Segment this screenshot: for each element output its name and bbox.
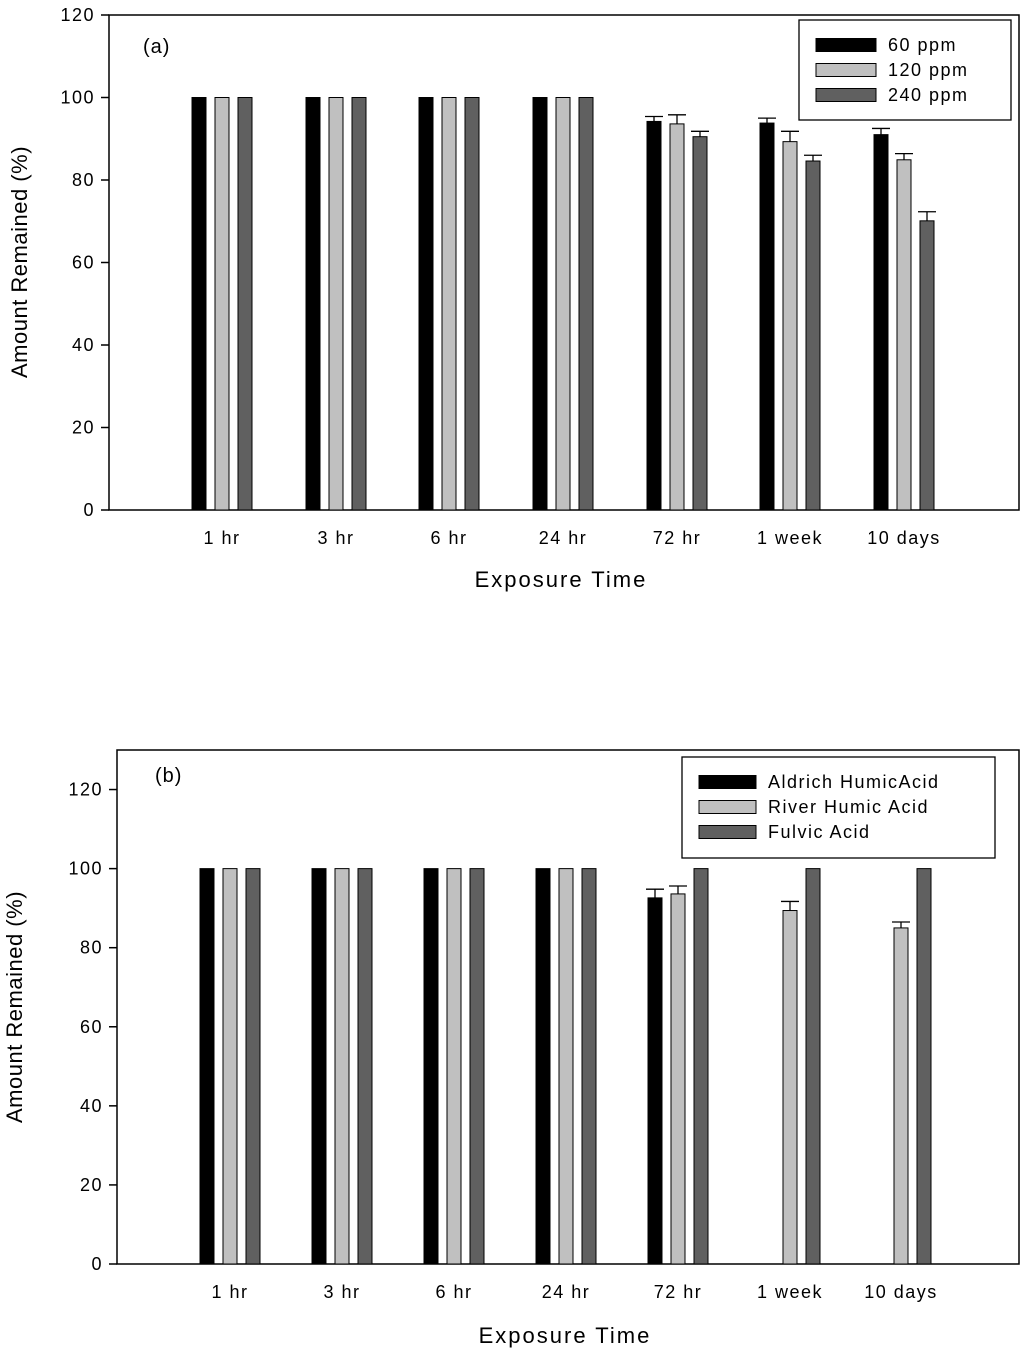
y-axis-title: Amount Remained (%) <box>7 146 32 378</box>
bar <box>446 868 462 1265</box>
y-tick-label: 120 <box>68 780 103 800</box>
legend-swatch <box>815 63 877 77</box>
bar <box>351 97 367 511</box>
bar <box>305 97 321 511</box>
legend-label: River Humic Acid <box>768 797 929 817</box>
bar <box>646 120 662 511</box>
legend-swatch <box>815 38 877 52</box>
legend-label: 120 ppm <box>888 60 969 80</box>
bar <box>222 868 238 1265</box>
y-tick-label: 80 <box>72 170 95 190</box>
bar <box>357 868 373 1265</box>
y-tick-label: 100 <box>60 88 95 108</box>
x-axis-title: Exposure Time <box>479 1323 652 1348</box>
bar <box>873 134 889 511</box>
panel-label: (b) <box>155 765 182 787</box>
x-tick-label: 10 days <box>867 528 941 548</box>
bar <box>693 868 709 1265</box>
x-tick-label: 1 hr <box>211 1282 248 1302</box>
x-tick-label: 3 hr <box>323 1282 360 1302</box>
bar <box>670 893 686 1265</box>
x-tick-label: 24 hr <box>539 528 588 548</box>
y-tick-label: 100 <box>68 859 103 879</box>
bar <box>647 897 663 1265</box>
bar <box>782 910 798 1265</box>
y-tick-label: 40 <box>80 1096 103 1116</box>
bar <box>199 868 215 1265</box>
bar <box>692 136 708 511</box>
bar <box>578 97 594 511</box>
x-tick-label: 72 hr <box>653 528 702 548</box>
y-tick-label: 40 <box>72 335 95 355</box>
x-tick-label: 1 week <box>757 1282 823 1302</box>
x-axis-title: Exposure Time <box>475 567 648 592</box>
bar <box>669 123 685 511</box>
y-tick-label: 120 <box>60 5 95 25</box>
chart-panel-b: 0 20 40 60 80 100 120 1 hr 3 hr 6 hr 24 hr 72 hr 1 w… <box>2 749 1020 1348</box>
legend-label: 60 ppm <box>888 35 957 55</box>
y-tick-label: 80 <box>80 938 103 958</box>
legend-swatch <box>698 825 757 839</box>
bar <box>418 97 434 511</box>
bar <box>558 868 574 1265</box>
x-tick-label: 3 hr <box>317 528 354 548</box>
bar <box>214 97 230 511</box>
y-axis-title: Amount Remained (%) <box>2 891 27 1123</box>
y-tick-label: 20 <box>80 1175 103 1195</box>
legend-label: Aldrich HumicAcid <box>768 772 940 792</box>
bar <box>328 97 344 511</box>
x-tick-label: 24 hr <box>542 1282 591 1302</box>
chart-panel-a: 0 20 40 60 80 100 120 1 hr 3 hr 6 hr 24 hr 72 hr 1 w… <box>7 5 1020 592</box>
bar <box>805 868 821 1265</box>
x-tick-label: 6 hr <box>430 528 467 548</box>
y-tick-label: 60 <box>72 253 95 273</box>
bar <box>916 868 932 1265</box>
legend-label: Fulvic Acid <box>768 822 871 842</box>
legend-swatch <box>815 88 877 102</box>
x-tick-label: 10 days <box>864 1282 938 1302</box>
bar <box>245 868 261 1265</box>
y-tick-label: 20 <box>72 418 95 438</box>
bar <box>555 97 571 511</box>
legend-label: 240 ppm <box>888 85 969 105</box>
bar <box>423 868 439 1265</box>
bar <box>334 868 350 1265</box>
y-tick-label: 0 <box>83 500 95 520</box>
bar <box>805 160 821 511</box>
x-tick-label: 72 hr <box>654 1282 703 1302</box>
bar <box>535 868 551 1265</box>
legend-swatch <box>698 775 757 789</box>
x-tick-label: 1 week <box>757 528 823 548</box>
x-tick-label: 1 hr <box>203 528 240 548</box>
bar <box>464 97 480 511</box>
panel-label: (a) <box>143 36 170 58</box>
legend-swatch <box>698 800 757 814</box>
bar <box>919 220 935 511</box>
bar <box>441 97 457 511</box>
bar <box>191 97 207 511</box>
bar <box>893 927 909 1265</box>
bar <box>759 122 775 511</box>
bar <box>469 868 485 1265</box>
bar <box>782 141 798 511</box>
bar <box>581 868 597 1265</box>
bar <box>311 868 327 1265</box>
bar <box>896 159 912 511</box>
y-tick-label: 60 <box>80 1017 103 1037</box>
y-tick-label: 0 <box>91 1254 103 1274</box>
bar <box>532 97 548 511</box>
bar <box>237 97 253 511</box>
x-tick-label: 6 hr <box>435 1282 472 1302</box>
